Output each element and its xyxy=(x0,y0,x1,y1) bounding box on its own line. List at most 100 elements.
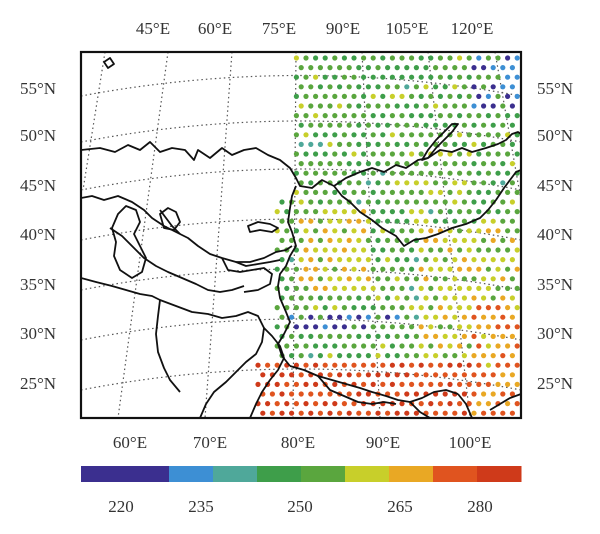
data-point xyxy=(389,189,395,195)
data-point xyxy=(385,314,391,320)
left-latitude-labels: 55°N 50°N 45°N 40°N 35°N 30°N 25°N xyxy=(20,79,56,393)
data-point xyxy=(495,228,501,234)
data-point xyxy=(365,353,371,359)
data-point xyxy=(356,141,362,147)
data-point xyxy=(452,314,458,320)
data-point xyxy=(514,285,520,291)
data-point xyxy=(413,180,419,186)
data-point xyxy=(337,199,343,205)
data-point xyxy=(437,74,443,80)
data-point xyxy=(298,161,304,167)
data-point xyxy=(514,93,520,99)
data-point xyxy=(361,132,367,138)
data-point xyxy=(509,333,515,339)
right-lat-label: 50°N xyxy=(537,126,573,145)
data-point xyxy=(293,324,299,330)
data-point xyxy=(404,161,410,167)
data-point xyxy=(303,362,309,368)
data-point xyxy=(423,141,429,147)
data-point xyxy=(279,276,285,282)
data-point xyxy=(447,285,453,291)
right-lat-label: 35°N xyxy=(537,275,573,294)
data-point xyxy=(341,324,347,330)
data-point xyxy=(370,132,376,138)
data-point xyxy=(418,209,424,215)
data-point xyxy=(370,74,376,80)
data-point xyxy=(332,247,338,253)
data-point xyxy=(313,132,319,138)
data-point xyxy=(418,401,424,407)
data-point xyxy=(500,237,506,243)
data-point xyxy=(385,161,391,167)
data-point xyxy=(365,65,371,71)
data-point xyxy=(365,333,371,339)
data-point xyxy=(370,324,376,330)
data-point xyxy=(514,362,520,368)
data-point xyxy=(313,324,319,330)
data-point xyxy=(370,305,376,311)
data-point xyxy=(418,170,424,176)
data-point xyxy=(308,65,314,71)
data-point xyxy=(500,276,506,282)
data-point xyxy=(404,199,410,205)
data-point xyxy=(284,228,290,234)
data-point xyxy=(308,199,314,205)
data-point xyxy=(289,314,295,320)
data-point xyxy=(418,381,424,387)
data-point xyxy=(442,353,448,359)
data-point xyxy=(303,113,309,119)
data-point xyxy=(341,343,347,349)
data-point xyxy=(399,266,405,272)
data-point xyxy=(361,93,367,99)
data-point xyxy=(317,199,323,205)
data-point xyxy=(308,276,314,282)
data-point xyxy=(433,218,439,224)
data-point xyxy=(313,189,319,195)
data-point xyxy=(332,74,338,80)
data-point xyxy=(409,362,415,368)
data-point xyxy=(394,141,400,147)
data-point xyxy=(461,314,467,320)
data-point xyxy=(505,401,511,407)
kazakhstan-south-border xyxy=(81,195,293,263)
data-point xyxy=(461,372,467,378)
data-point xyxy=(313,228,319,234)
data-point xyxy=(404,103,410,109)
data-point xyxy=(380,55,386,61)
data-point xyxy=(409,305,415,311)
data-point xyxy=(457,305,463,311)
data-point xyxy=(293,343,299,349)
data-point xyxy=(370,93,376,99)
data-point xyxy=(365,180,371,186)
data-point xyxy=(413,65,419,71)
data-point xyxy=(327,218,333,224)
data-point xyxy=(481,161,487,167)
data-point xyxy=(303,305,309,311)
colorbar-segment xyxy=(345,466,390,482)
data-point xyxy=(442,295,448,301)
data-point xyxy=(481,141,487,147)
data-point xyxy=(298,84,304,90)
data-point xyxy=(505,305,511,311)
colorbar-tick-label: 235 xyxy=(188,497,214,516)
data-point xyxy=(327,295,333,301)
data-point xyxy=(442,218,448,224)
data-point xyxy=(404,257,410,263)
data-point xyxy=(466,228,472,234)
data-point xyxy=(365,161,371,167)
data-point xyxy=(447,305,453,311)
data-point xyxy=(514,74,520,80)
data-point xyxy=(514,228,520,234)
data-point xyxy=(303,189,309,195)
data-point xyxy=(481,314,487,320)
data-point xyxy=(385,199,391,205)
data-point xyxy=(466,93,472,99)
data-point xyxy=(505,74,511,80)
data-point xyxy=(509,372,515,378)
data-point xyxy=(461,353,467,359)
data-point xyxy=(433,372,439,378)
data-point xyxy=(466,132,472,138)
data-point xyxy=(327,333,333,339)
data-point xyxy=(356,295,362,301)
data-point xyxy=(495,305,501,311)
